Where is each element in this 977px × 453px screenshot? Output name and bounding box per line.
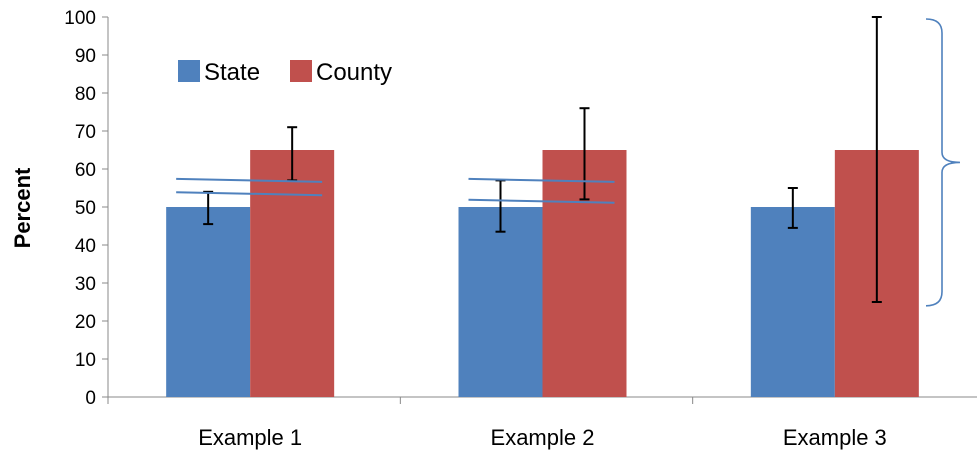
y-tick-label: 10: [75, 350, 96, 371]
legend-label-state: State: [204, 59, 260, 86]
y-tick-label: 0: [85, 388, 96, 409]
legend-label-county: County: [316, 59, 392, 86]
category-label: Example 1: [198, 425, 302, 450]
overlap-line: [468, 198, 615, 204]
y-tick-label: 90: [75, 46, 96, 67]
brace: [925, 18, 961, 307]
y-axis-ticks: 0 10 20 30 40 50 60 70 80 90 100: [64, 8, 108, 409]
category-label: Example 2: [491, 425, 595, 450]
bar-state-3: [750, 207, 835, 397]
overlap-line: [176, 177, 323, 183]
annotations: [176, 18, 961, 307]
category-label: Example 3: [783, 425, 887, 450]
legend-swatch-county: [290, 60, 312, 82]
category-labels: Example 1 Example 2 Example 3: [198, 425, 887, 450]
y-tick-label: 70: [75, 122, 96, 143]
y-tick-label: 30: [75, 274, 96, 295]
error-bars: [203, 16, 882, 303]
bar-county-1: [250, 150, 335, 397]
y-axis-label-group: Percent: [10, 167, 35, 248]
y-axis-label: Percent: [10, 167, 35, 248]
legend-swatch-state: [178, 60, 200, 82]
overlap-line: [176, 191, 323, 197]
overlap-line: [468, 177, 615, 183]
y-tick-label: 40: [75, 236, 96, 257]
bar-state-1: [166, 207, 251, 397]
y-tick-label: 60: [75, 160, 96, 181]
bar-state-2: [458, 207, 543, 397]
y-tick-label: 50: [75, 198, 96, 219]
y-tick-label: 80: [75, 84, 96, 105]
y-tick-label: 20: [75, 312, 96, 333]
legend: State County: [178, 59, 392, 86]
bars: [166, 150, 919, 397]
y-tick-label: 100: [64, 8, 96, 29]
